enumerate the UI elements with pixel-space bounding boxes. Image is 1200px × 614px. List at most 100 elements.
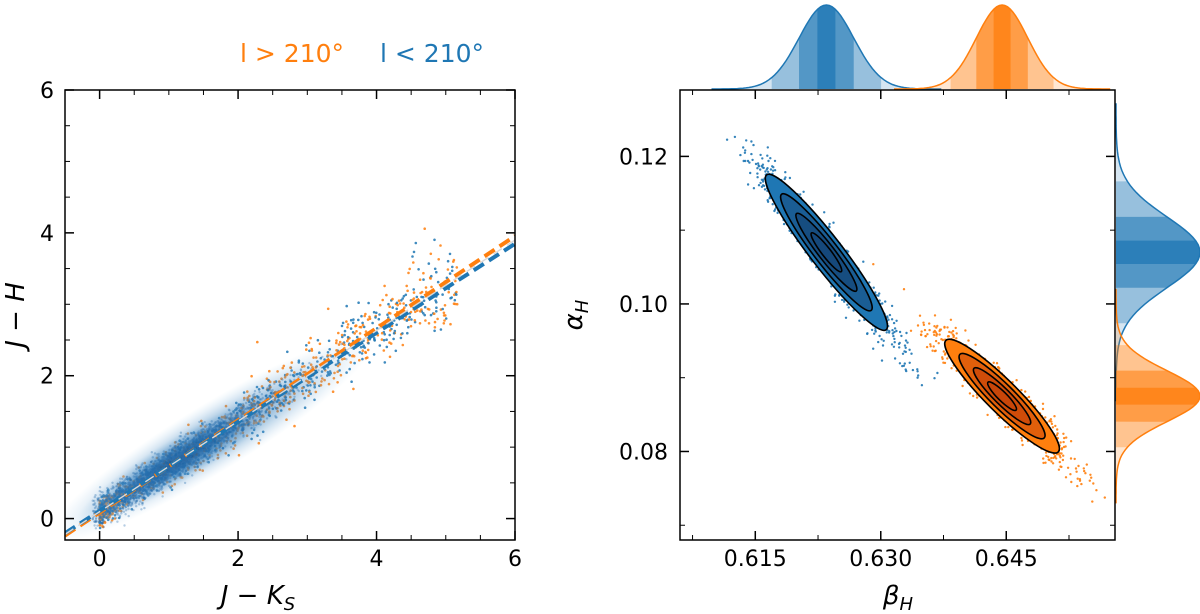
scatter-point — [430, 274, 433, 278]
density-point — [110, 506, 113, 509]
density-point — [135, 465, 138, 468]
density-point — [127, 486, 130, 489]
density-point — [220, 418, 224, 421]
density-point — [189, 459, 193, 463]
density-point — [287, 393, 290, 396]
density-point — [166, 473, 170, 476]
scatter-point — [436, 280, 440, 284]
scatter-point — [404, 304, 408, 307]
density-point — [123, 486, 126, 489]
density-point — [129, 479, 133, 482]
density-point — [251, 394, 255, 397]
density-point — [208, 445, 211, 449]
density-point — [108, 492, 112, 495]
density-point — [205, 429, 208, 432]
density-point — [168, 467, 171, 471]
density-point — [161, 457, 164, 461]
scatter-point — [450, 269, 454, 273]
density-point — [173, 465, 177, 469]
scatter-point — [345, 320, 348, 323]
density-point — [134, 464, 138, 467]
density-point — [157, 476, 160, 479]
density-point — [115, 504, 118, 507]
density-point — [178, 435, 181, 438]
posterior-sample — [870, 328, 874, 332]
density-point — [172, 455, 176, 459]
density-point — [124, 498, 127, 501]
density-point — [218, 439, 221, 442]
density-point — [150, 481, 153, 485]
density-point — [273, 399, 276, 403]
posterior-sample — [890, 318, 894, 321]
density-point — [110, 510, 114, 513]
density-point — [222, 435, 226, 438]
density-point — [113, 507, 116, 510]
density-point — [236, 413, 239, 416]
density-point — [293, 373, 297, 376]
density-point — [147, 487, 150, 490]
density-point — [158, 464, 162, 467]
density-point — [226, 437, 229, 440]
density-point — [207, 450, 210, 453]
density-point — [275, 407, 278, 411]
density-point — [117, 486, 120, 490]
density-point — [251, 397, 255, 400]
density-point — [227, 436, 230, 440]
density-point — [250, 404, 253, 407]
density-point — [152, 462, 156, 465]
right-marginal-distributions — [1115, 103, 1200, 504]
scatter-point — [387, 302, 390, 306]
density-point — [157, 467, 160, 471]
density-point — [132, 494, 135, 497]
density-point — [94, 505, 98, 508]
density-point — [212, 427, 215, 430]
density-point — [229, 446, 233, 449]
density-point — [169, 467, 173, 471]
density-point — [170, 469, 173, 472]
posterior-sample — [898, 362, 902, 365]
density-point — [131, 493, 135, 497]
density-point — [194, 444, 197, 447]
density-point — [148, 468, 151, 472]
left-x-axis-label: J − KS — [216, 581, 295, 614]
density-point — [225, 431, 228, 434]
density-point — [144, 473, 147, 476]
density-point — [205, 436, 208, 439]
density-point — [181, 457, 185, 460]
density-point — [200, 446, 204, 450]
density-point — [173, 449, 176, 453]
density-point — [157, 458, 160, 462]
density-point — [240, 409, 244, 412]
scatter-point — [368, 361, 371, 364]
density-point — [289, 380, 292, 383]
density-point — [191, 438, 194, 442]
density-point — [233, 417, 237, 420]
density-point — [265, 417, 269, 420]
scatter-point — [422, 271, 425, 275]
density-point — [194, 451, 197, 455]
density-point — [94, 494, 97, 497]
density-point — [160, 485, 163, 488]
density-point — [158, 462, 162, 465]
density-point — [197, 451, 200, 455]
density-point — [245, 398, 248, 401]
density-point — [163, 464, 166, 467]
density-point — [181, 470, 184, 473]
density-point — [142, 485, 145, 489]
density-point — [150, 469, 153, 472]
density-point — [168, 455, 172, 458]
density-point — [129, 481, 132, 485]
top-marginal-band — [817, 5, 836, 89]
density-point — [201, 456, 204, 459]
density-point — [163, 453, 167, 456]
density-point — [162, 450, 165, 453]
density-point — [215, 425, 218, 428]
density-point — [249, 403, 252, 407]
density-point — [217, 424, 220, 428]
density-point — [122, 491, 126, 494]
density-point — [153, 452, 157, 455]
density-point — [219, 423, 222, 426]
density-point — [199, 463, 203, 466]
scatter-point — [433, 329, 436, 333]
density-point — [233, 417, 237, 420]
